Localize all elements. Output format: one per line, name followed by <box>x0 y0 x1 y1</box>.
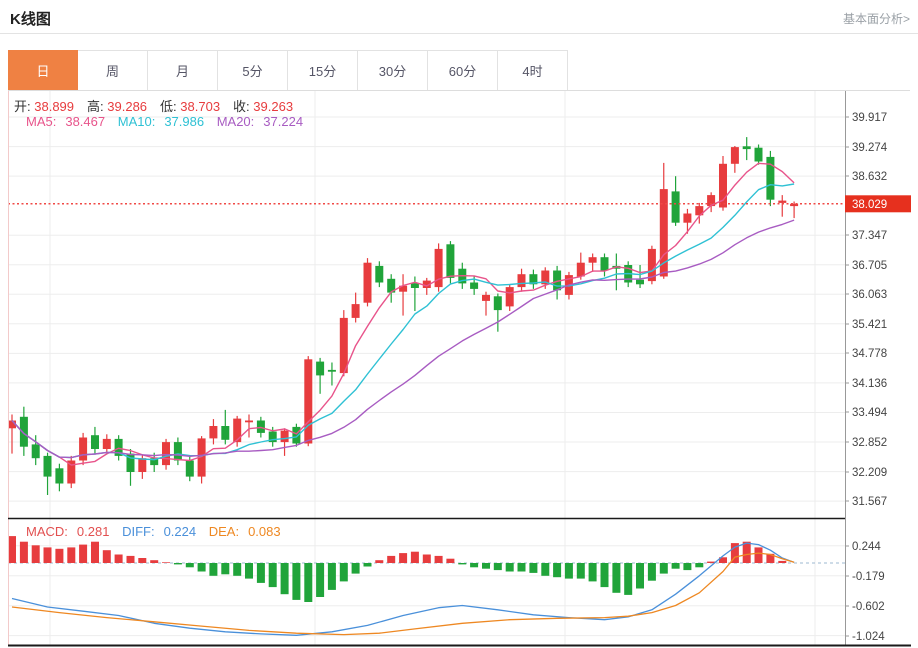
page-header: K线图 基本面分析> <box>0 0 918 34</box>
candles <box>8 137 799 495</box>
ma-lines <box>11 162 795 466</box>
ma-readout: MA5: 38.467 MA10: 37.986 MA20: 37.224 <box>26 114 312 129</box>
axis-label: 33.494 <box>852 407 888 419</box>
axis-label: 37.347 <box>852 230 887 242</box>
axis-label: 38.632 <box>852 171 887 183</box>
tab-month[interactable]: 月 <box>148 50 218 90</box>
macd-readout: MACD: 0.281 DIFF: 0.224 DEA: 0.083 <box>26 524 290 539</box>
tab-30min[interactable]: 30分 <box>358 50 428 90</box>
axis-label: -0.179 <box>852 571 885 583</box>
panel-borders <box>8 85 911 647</box>
ma20-label: MA20: <box>216 114 255 129</box>
open-value: 38.899 <box>34 99 75 114</box>
low-label: 低: <box>160 99 177 114</box>
axis-label: 32.852 <box>852 437 887 449</box>
axis-label: -1.024 <box>852 631 885 643</box>
ma5-value: 38.467 <box>65 114 106 129</box>
ma5-label: MA5: <box>26 114 57 129</box>
axis-label: 31.567 <box>852 496 887 508</box>
ma10-label: MA10: <box>117 114 156 129</box>
tab-15min[interactable]: 15分 <box>288 50 358 90</box>
axis-label: 39.274 <box>852 142 888 154</box>
axis-label: 0.244 <box>852 541 881 553</box>
axis-label: 32.209 <box>852 467 887 479</box>
page-title: K线图 <box>10 11 51 28</box>
axis-label: -0.602 <box>852 601 885 613</box>
axis-label: 36.705 <box>852 260 887 272</box>
ma20-value: 37.224 <box>263 114 304 129</box>
last-price-tag: 38.029 <box>845 195 911 213</box>
ohlc-readout: 开: 38.899 高: 39.286 低: 38.703 收: 39.263 <box>14 96 306 115</box>
macd-value: 0.281 <box>76 524 110 539</box>
tab-week[interactable]: 周 <box>78 50 148 90</box>
fundamental-analysis-link[interactable]: 基本面分析> <box>842 12 910 26</box>
last-price-tag-text: 38.029 <box>852 199 887 211</box>
low-value: 38.703 <box>180 99 221 114</box>
high-value: 39.286 <box>107 99 148 114</box>
close-value: 39.263 <box>253 99 294 114</box>
period-tabbar: 日周月 5分 15分 30分 60分 4时 <box>8 50 910 91</box>
macd-label: MACD: <box>26 524 68 539</box>
axis-label: 34.136 <box>852 378 887 390</box>
dea-value: 0.083 <box>248 524 281 539</box>
tab-60min[interactable]: 60分 <box>428 50 498 90</box>
ma10-value: 37.986 <box>164 114 205 129</box>
diff-value: 0.224 <box>163 524 197 539</box>
grid <box>8 85 845 645</box>
axis-label: 39.917 <box>852 112 887 124</box>
macd-bars <box>8 536 787 602</box>
close-label: 收: <box>233 99 250 114</box>
macd-lines <box>11 542 795 636</box>
dea-label: DEA: <box>208 524 240 539</box>
diff-label: DIFF: <box>122 524 155 539</box>
axis-label: 34.778 <box>852 348 887 360</box>
tab-day[interactable]: 日 <box>8 50 78 90</box>
tab-5min[interactable]: 5分 <box>218 50 288 90</box>
tab-4hour[interactable]: 4时 <box>498 50 568 90</box>
price-axis: 39.917 39.274 38.632 37.347 36.705 36.063 35.4… <box>845 112 888 643</box>
axis-label: 36.063 <box>852 289 887 301</box>
open-label: 开: <box>14 99 31 114</box>
high-label: 高: <box>87 99 104 114</box>
axis-label: 35.421 <box>852 319 887 331</box>
